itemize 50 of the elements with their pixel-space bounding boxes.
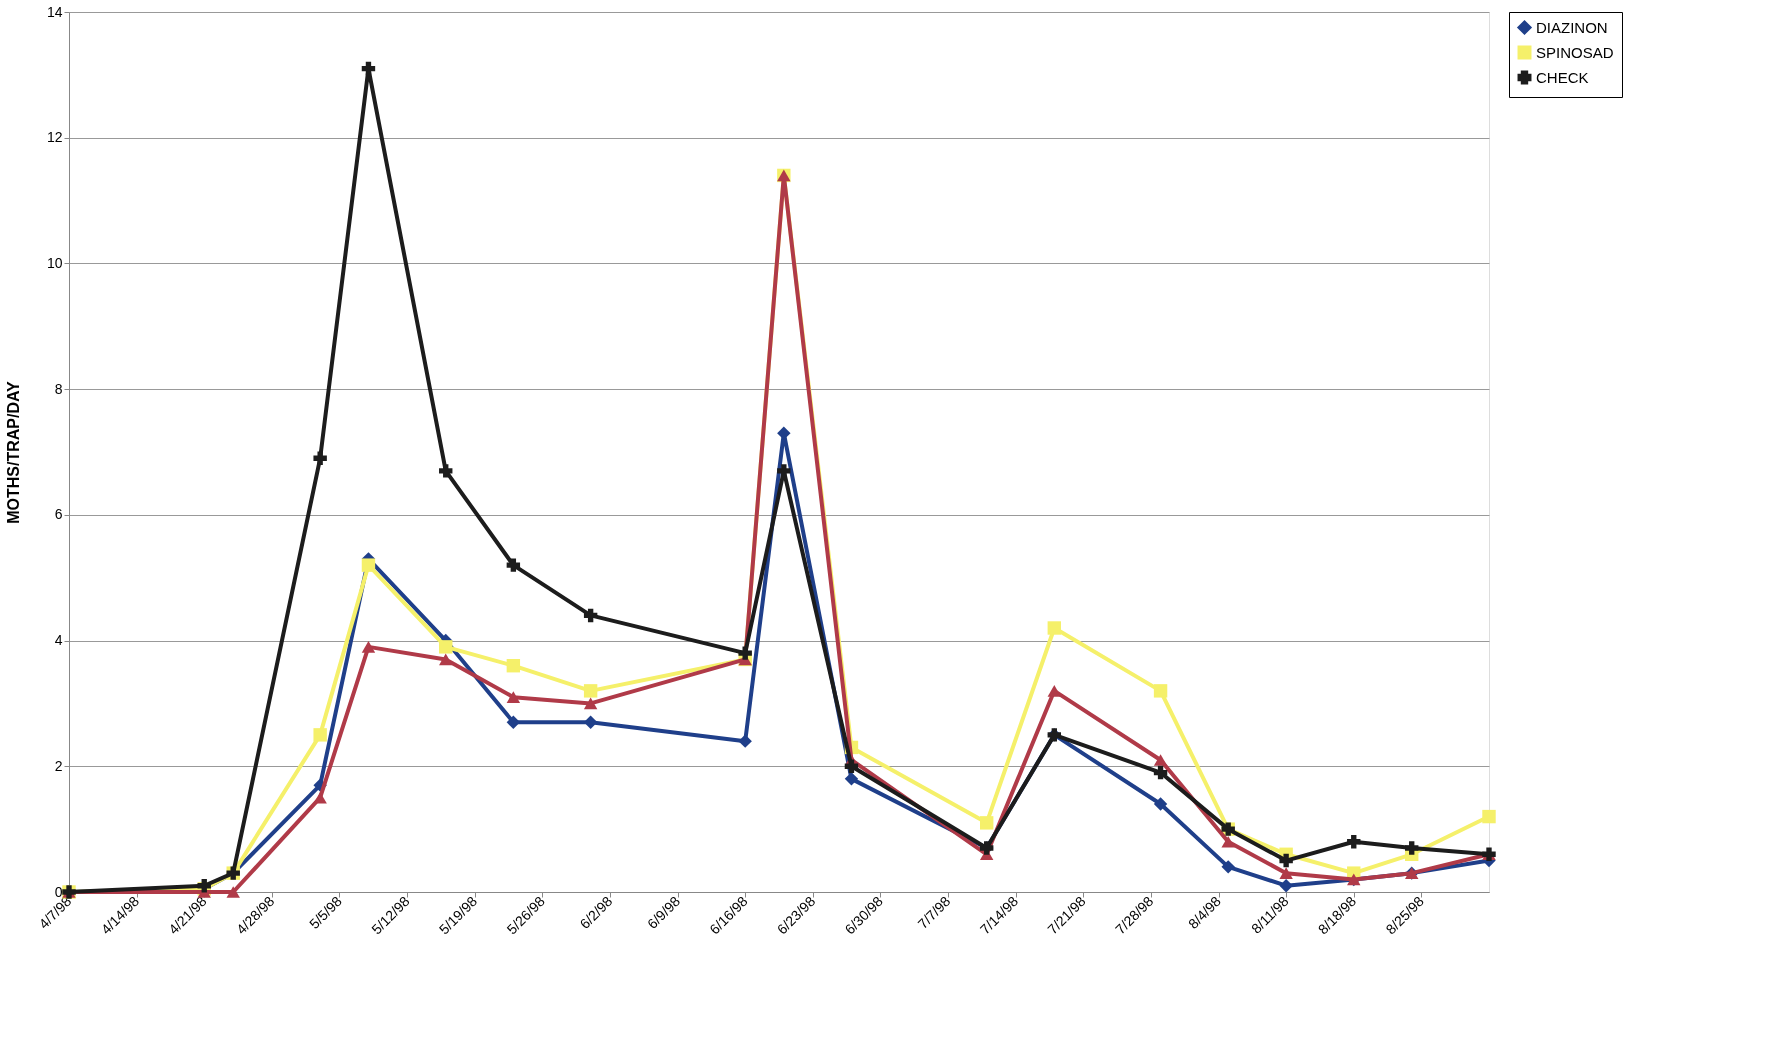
point xyxy=(1153,684,1168,698)
point xyxy=(1482,809,1496,824)
point xyxy=(1347,835,1361,849)
point xyxy=(1047,685,1062,697)
point xyxy=(583,697,598,710)
point xyxy=(1279,879,1293,893)
point xyxy=(738,734,752,748)
y-tick-label: 10 xyxy=(46,254,63,271)
y-axis-title: MOTHS/TRAP/DAY xyxy=(4,380,22,524)
point xyxy=(777,464,791,478)
point xyxy=(1153,754,1168,766)
legend-label: DIAZINON xyxy=(1536,18,1608,36)
point xyxy=(313,728,327,742)
point xyxy=(226,886,240,898)
legend-label: SPINOSAD xyxy=(1536,43,1614,61)
y-tick-label: 12 xyxy=(46,129,63,146)
point xyxy=(506,691,521,703)
legend-label: CHECK xyxy=(1536,68,1589,86)
point xyxy=(1279,867,1293,879)
point xyxy=(844,759,859,773)
point xyxy=(506,558,521,572)
point xyxy=(583,715,598,729)
point xyxy=(777,426,791,440)
y-tick-label: 4 xyxy=(54,632,63,649)
point xyxy=(439,464,453,478)
point xyxy=(844,772,859,786)
point xyxy=(361,61,376,76)
y-tick-label: 6 xyxy=(54,506,63,523)
point xyxy=(1153,797,1168,811)
point xyxy=(439,653,453,666)
y-tick-label: 8 xyxy=(54,380,63,397)
point xyxy=(361,641,376,653)
point xyxy=(1221,835,1235,848)
y-tick-label: 14 xyxy=(46,3,63,20)
point xyxy=(1279,853,1293,868)
point xyxy=(313,451,327,465)
point xyxy=(583,608,598,623)
point xyxy=(1153,765,1168,780)
point xyxy=(506,659,521,673)
point xyxy=(738,646,752,660)
point xyxy=(361,558,376,572)
point xyxy=(979,816,994,830)
point xyxy=(1221,860,1235,874)
point xyxy=(1405,841,1419,855)
y-tick-label: 2 xyxy=(54,757,63,774)
point xyxy=(439,640,453,654)
point xyxy=(1047,621,1062,635)
point xyxy=(583,684,598,698)
point xyxy=(506,715,521,729)
point xyxy=(313,791,327,804)
